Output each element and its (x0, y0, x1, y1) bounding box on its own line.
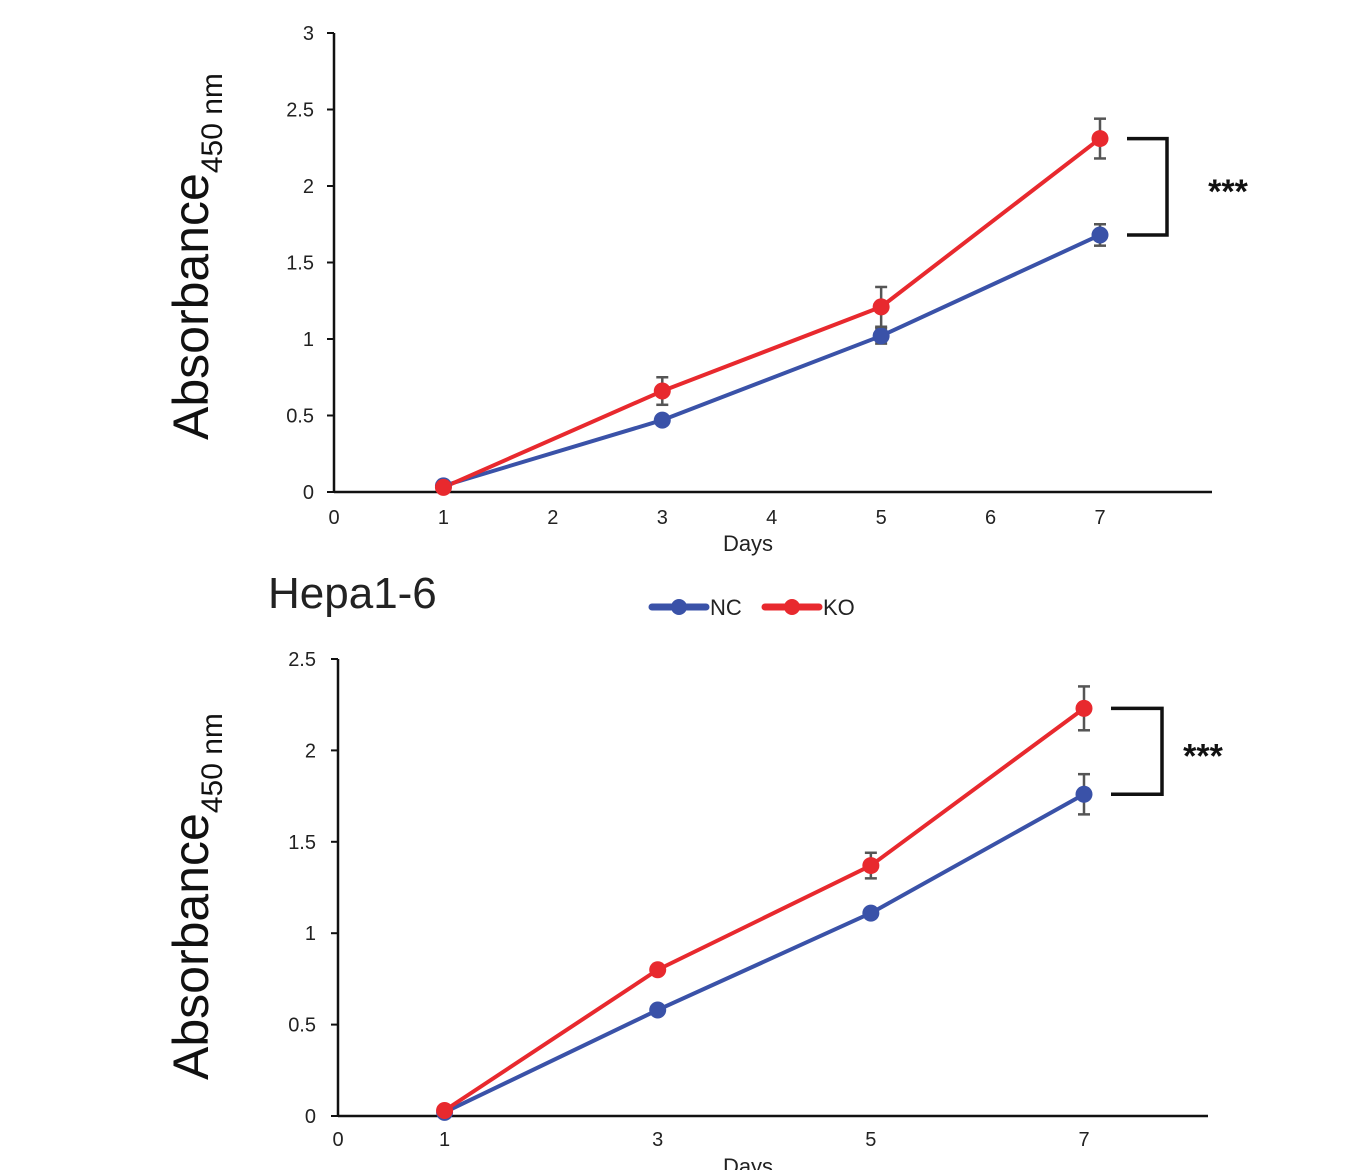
legend-label-nc: NC (710, 595, 742, 620)
legend-marker-ko (784, 599, 800, 615)
x-tick-label-top: 7 (1094, 507, 1105, 529)
chart-bottom: Absorbance450 nm Days 00.511.522.50 1 3 5 7 … (163, 649, 1224, 1170)
data-point-ko-bottom (1075, 699, 1093, 717)
x-tick-label-bottom: 3 (652, 1129, 663, 1151)
data-point-ko-top (434, 478, 452, 496)
chart-top: Absorbance450 nm Days 0 0.5 1 1.5 2 2.5 3 0 1 2 3 4… (163, 23, 1249, 556)
x-tick-label-bottom: 5 (865, 1129, 876, 1151)
data-point-nc-top (872, 327, 890, 345)
x-tick-label-bottom: 0 (332, 1129, 343, 1151)
series-line-ko-top (442, 136, 1102, 490)
y-tick-label-bottom: 0.5 (288, 1015, 316, 1037)
y-axis-title-bottom: Absorbance450 nm (163, 713, 229, 1080)
y-tick-label-bottom: 2 (305, 740, 316, 762)
legend-label-ko: KO (823, 595, 855, 620)
x-tick-label-top: 1 (438, 507, 449, 529)
y-tick-label-bottom: 2.5 (288, 649, 316, 671)
data-point-nc-top (653, 411, 671, 429)
data-point-ko-top (1091, 130, 1109, 148)
x-tick-label-bottom: 1 (439, 1129, 450, 1151)
series-line-nc-bottom (443, 792, 1085, 1115)
x-tick-label-top: 6 (985, 507, 996, 529)
y-tick-label-top: 1.5 (286, 253, 314, 275)
y-tick-label-top: 0.5 (286, 406, 314, 428)
x-axis-title-bottom: Days (723, 1154, 773, 1170)
significance-bracket-top (1127, 136, 1169, 237)
data-point-ko-top (653, 382, 671, 400)
x-tick-label-bottom: 7 (1078, 1129, 1089, 1151)
x-axis-title-top: Days (723, 531, 773, 556)
significance-bracket-bottom (1111, 706, 1164, 797)
series-line-ko-bottom (443, 706, 1086, 1113)
legend: NC KO (648, 595, 855, 620)
data-point-ko-top (872, 298, 890, 316)
data-point-nc-bottom (1075, 785, 1093, 803)
y-tick-label-top: 3 (303, 23, 314, 45)
x-tick-label-top: 5 (876, 507, 887, 529)
panel-title: Hepa1-6 (268, 569, 437, 618)
data-point-ko-bottom (862, 857, 880, 875)
series-line-nc-top (442, 233, 1101, 488)
data-point-nc-bottom (649, 1001, 667, 1019)
y-tick-label-top: 2.5 (286, 100, 314, 122)
legend-entry-ko: KO (761, 595, 855, 620)
data-point-nc-bottom (862, 904, 880, 922)
data-point-ko-bottom (649, 961, 667, 979)
data-point-nc-top (1091, 226, 1109, 244)
significance-label-top: *** (1208, 173, 1248, 211)
x-tick-label-top: 2 (547, 507, 558, 529)
x-tick-label-top: 3 (657, 507, 668, 529)
x-tick-label-top: 0 (328, 507, 339, 529)
legend-marker-nc (671, 599, 687, 615)
data-point-ko-bottom (436, 1102, 454, 1120)
legend-entry-nc: NC (648, 595, 742, 620)
y-tick-label-top: 0 (303, 482, 314, 504)
significance-label-bottom: *** (1183, 737, 1223, 775)
y-tick-label-bottom: 0 (305, 1106, 316, 1128)
y-tick-label-bottom: 1 (305, 923, 316, 945)
x-tick-label-top: 4 (766, 507, 777, 529)
y-tick-label-top: 1 (303, 329, 314, 351)
y-axis-title-top: Absorbance450 nm (163, 73, 229, 440)
y-tick-label-top: 2 (303, 176, 314, 198)
y-tick-label-bottom: 1.5 (288, 832, 316, 854)
